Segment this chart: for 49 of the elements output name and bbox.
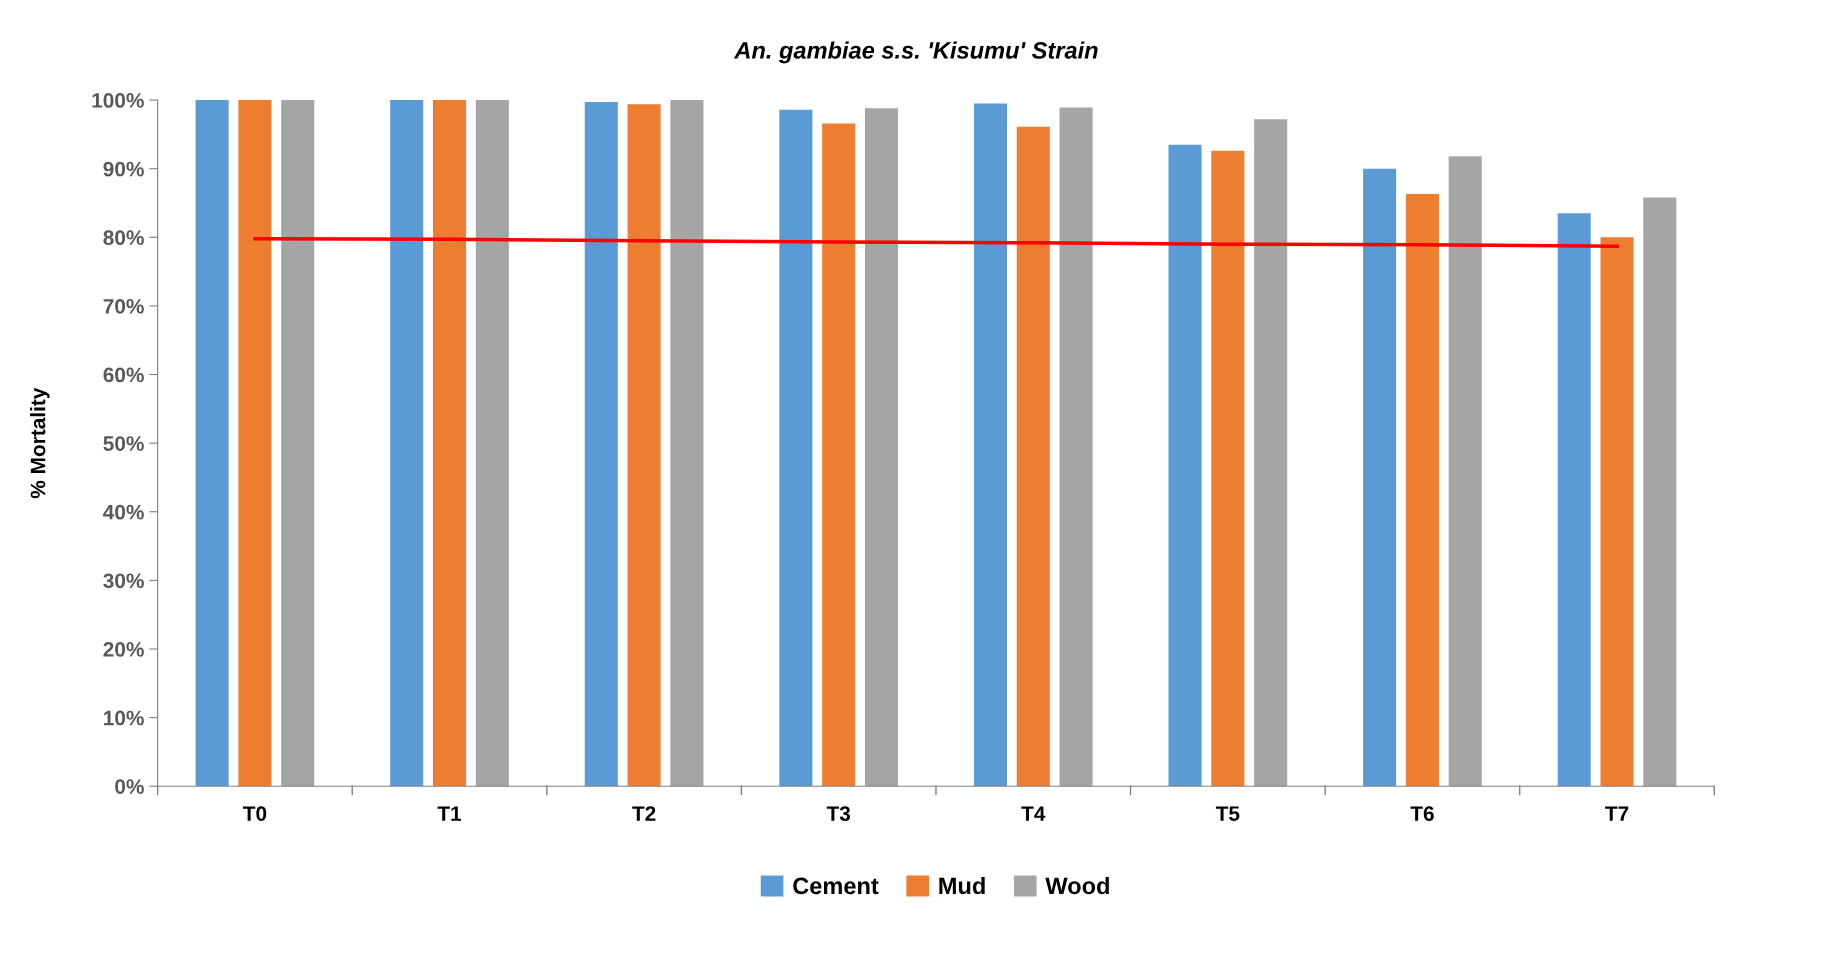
bar — [1600, 237, 1634, 787]
bar — [281, 100, 315, 787]
bar — [1059, 107, 1093, 787]
bar — [864, 108, 899, 787]
y-tick-label: 80% — [103, 230, 144, 246]
bar — [390, 100, 424, 787]
bar — [1211, 150, 1245, 787]
x-tick-label: T2 — [632, 806, 656, 821]
bar — [1016, 126, 1050, 787]
y-tick-label: 40% — [103, 504, 144, 520]
bar — [1643, 197, 1677, 787]
y-tick-label: 10% — [104, 710, 144, 726]
y-tick-label: 70% — [103, 298, 144, 314]
bar — [238, 100, 272, 787]
y-axis-title: % Mortality — [30, 387, 50, 499]
bar — [973, 103, 1007, 787]
x-tick-label: T6 — [1410, 806, 1434, 821]
bar — [1168, 144, 1202, 787]
bar — [779, 109, 813, 787]
y-tick-label: 0% — [115, 779, 144, 794]
bar — [432, 100, 467, 787]
y-tick-label: 50% — [103, 436, 144, 451]
bar — [1363, 168, 1397, 787]
y-tick-label: 20% — [103, 641, 144, 657]
bar — [1405, 194, 1439, 787]
bar — [475, 100, 509, 787]
bar — [822, 123, 856, 787]
x-tick-label: T5 — [1215, 806, 1240, 821]
x-tick-label: T0 — [243, 806, 267, 821]
legend-label: Cement — [793, 877, 879, 895]
bar — [195, 100, 229, 787]
x-tick-label: T7 — [1605, 806, 1629, 821]
x-tick-label: T3 — [826, 806, 851, 821]
chart-title: An. gambiae s.s. 'Kisumu' Strain — [733, 41, 1098, 64]
bar — [584, 102, 618, 787]
line-series — [253, 236, 1619, 248]
bar — [670, 100, 704, 787]
legend-label: Mud — [939, 876, 985, 895]
bar — [627, 104, 661, 787]
bar — [1557, 213, 1591, 787]
y-tick-label: 90% — [103, 161, 144, 177]
x-tick-label: T4 — [1021, 806, 1046, 821]
y-tick-label: 30% — [103, 573, 144, 589]
bar — [1254, 119, 1288, 787]
bar — [1448, 156, 1482, 787]
x-tick-label: T1 — [437, 806, 462, 821]
y-tick-label: 60% — [103, 367, 144, 383]
legend-label: Wood — [1045, 876, 1109, 895]
y-tick-label: 100% — [92, 93, 144, 108]
